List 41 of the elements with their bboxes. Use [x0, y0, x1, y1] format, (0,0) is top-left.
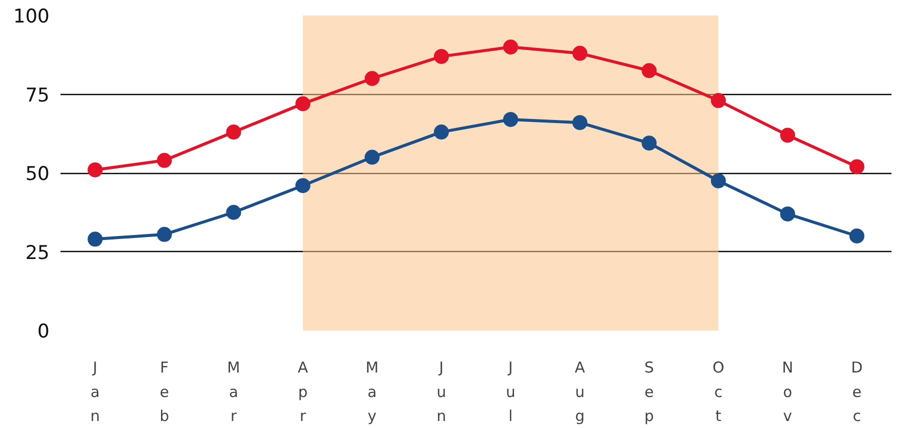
x-tick-label: Oct — [712, 358, 724, 426]
x-tick-label: Aug — [574, 358, 586, 426]
x-tick-label: May — [366, 358, 379, 426]
point — [503, 112, 518, 127]
point — [156, 152, 172, 168]
x-tick-label: Jan — [90, 358, 100, 426]
y-tick-label: 75 — [25, 84, 50, 106]
point — [572, 46, 588, 61]
point — [849, 159, 864, 174]
point — [434, 124, 449, 140]
y-tick-label: 0 — [37, 320, 50, 342]
point — [226, 124, 242, 140]
y-tick-label: 25 — [25, 242, 50, 264]
point — [226, 204, 242, 220]
x-tick-label: Mar — [227, 358, 240, 426]
x-tick-label: Nov — [782, 358, 794, 426]
x-tick-label: Jun — [436, 358, 446, 426]
x-tick-label: Dec — [851, 358, 863, 426]
x-tick-label: Feb — [160, 358, 170, 426]
point — [156, 226, 172, 242]
point — [364, 150, 380, 165]
y-tick-label: 100 — [13, 6, 50, 28]
point — [88, 162, 103, 178]
point — [572, 115, 588, 130]
point — [642, 63, 657, 78]
point — [503, 40, 518, 54]
point — [780, 206, 796, 222]
point — [642, 136, 657, 151]
point — [434, 48, 449, 64]
point — [849, 228, 864, 244]
point — [780, 128, 796, 143]
x-tick-label: Apr — [298, 358, 309, 426]
point — [88, 232, 103, 247]
point — [295, 96, 310, 112]
point — [710, 93, 726, 108]
y-tick-label: 50 — [25, 163, 50, 185]
x-tick-label: Jul — [506, 358, 516, 426]
point — [364, 71, 380, 86]
point — [295, 178, 310, 194]
point — [710, 173, 726, 188]
x-tick-label: Sep — [644, 358, 654, 426]
